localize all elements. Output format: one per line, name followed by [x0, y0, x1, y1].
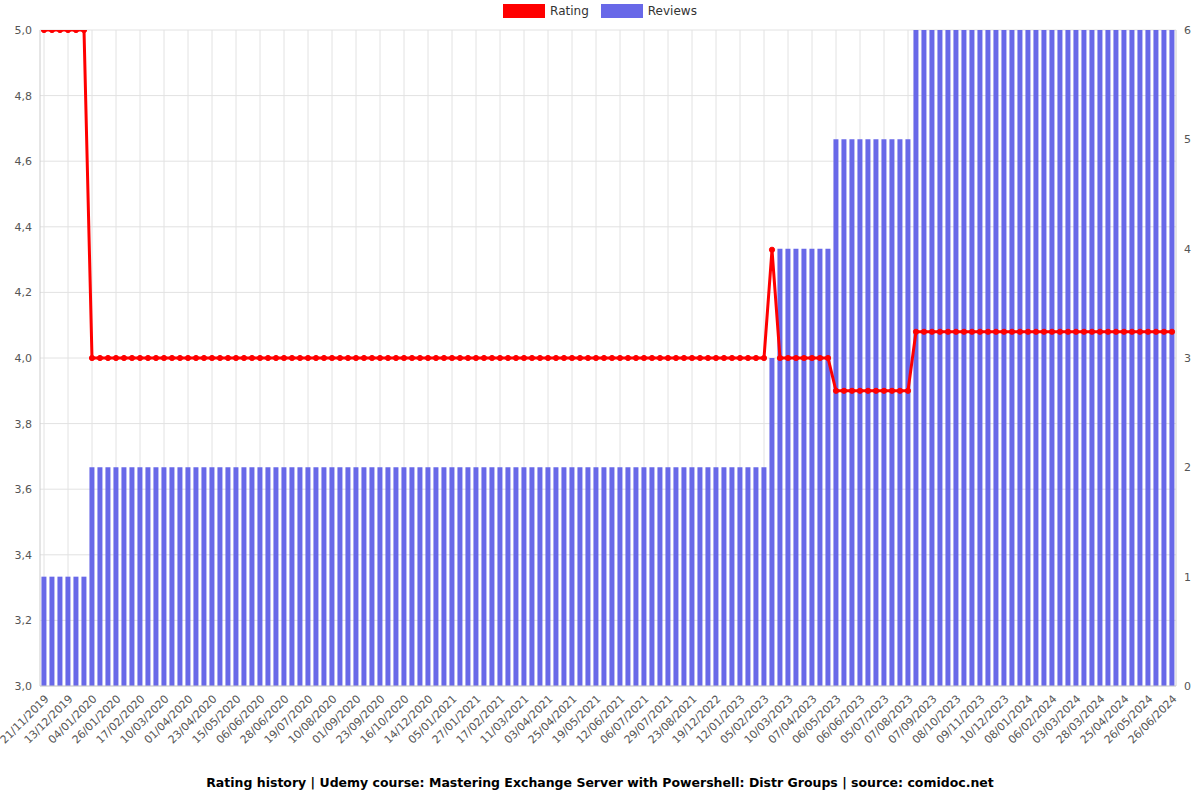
svg-text:11/03/2021: 11/03/2021 [477, 692, 532, 747]
svg-text:01/09/2020: 01/09/2020 [309, 692, 364, 747]
svg-text:26/05/2024: 26/05/2024 [1101, 692, 1156, 747]
svg-text:4,2: 4,2 [15, 286, 33, 299]
svg-text:23/08/2021: 23/08/2021 [645, 692, 700, 747]
svg-text:17/02/2021: 17/02/2021 [453, 692, 508, 747]
svg-text:25/04/2024: 25/04/2024 [1077, 692, 1132, 747]
svg-text:12/06/2021: 12/06/2021 [573, 692, 628, 747]
svg-text:10/03/2023: 10/03/2023 [741, 692, 796, 747]
svg-text:4,0: 4,0 [15, 352, 33, 365]
svg-text:3,6: 3,6 [15, 483, 33, 496]
svg-text:3,0: 3,0 [15, 680, 33, 693]
svg-text:08/10/2023: 08/10/2023 [909, 692, 964, 747]
svg-text:06/06/2020: 06/06/2020 [213, 692, 268, 747]
svg-text:25/04/2021: 25/04/2021 [525, 692, 580, 747]
svg-text:3: 3 [1184, 352, 1191, 365]
svg-text:3,8: 3,8 [15, 418, 33, 431]
svg-text:16/10/2020: 16/10/2020 [357, 692, 412, 747]
svg-text:14/12/2020: 14/12/2020 [381, 692, 436, 747]
svg-text:28/03/2024: 28/03/2024 [1053, 692, 1108, 747]
svg-text:1: 1 [1184, 571, 1191, 584]
svg-text:4: 4 [1184, 243, 1191, 256]
svg-text:05/07/2023: 05/07/2023 [837, 692, 892, 747]
svg-text:26/06/2024: 26/06/2024 [1126, 692, 1180, 746]
svg-text:15/05/2020: 15/05/2020 [189, 692, 244, 747]
svg-text:27/01/2021: 27/01/2021 [429, 692, 484, 747]
html-text:Reviews: Reviews [647, 4, 697, 18]
svg-text:05/01/2021: 05/01/2021 [405, 692, 460, 747]
svg-text:08/01/2024: 08/01/2024 [981, 692, 1036, 747]
svg-text:2: 2 [1184, 461, 1191, 474]
svg-text:05/02/2023: 05/02/2023 [717, 692, 772, 747]
svg-text:4,6: 4,6 [15, 155, 33, 168]
svg-text:26/01/2020: 26/01/2020 [69, 692, 124, 747]
svg-text:01/04/2020: 01/04/2020 [141, 692, 196, 747]
svg-text:28/06/2020: 28/06/2020 [237, 692, 292, 747]
svg-text:06/02/2024: 06/02/2024 [1005, 692, 1060, 747]
svg-text:12/01/2023: 12/01/2023 [693, 692, 748, 747]
svg-text:0: 0 [1184, 680, 1191, 693]
svg-text:07/08/2023: 07/08/2023 [861, 692, 916, 747]
svg-text:29/07/2021: 29/07/2021 [621, 692, 676, 747]
svg-text:3,2: 3,2 [15, 614, 33, 627]
svg-text:19/05/2021: 19/05/2021 [549, 692, 604, 747]
svg-text:10/08/2020: 10/08/2020 [285, 692, 340, 747]
svg-text:5: 5 [1184, 133, 1191, 146]
svg-text:03/04/2021: 03/04/2021 [501, 692, 556, 747]
svg-text:3,4: 3,4 [15, 549, 33, 562]
svg-text:06/07/2021: 06/07/2021 [597, 692, 652, 747]
svg-text:06/05/2023: 06/05/2023 [789, 692, 844, 747]
svg-text:4,8: 4,8 [15, 90, 33, 103]
svg-text:04/01/2020: 04/01/2020 [45, 692, 100, 747]
svg-text:07/09/2023: 07/09/2023 [885, 692, 940, 747]
svg-text:23/04/2020: 23/04/2020 [165, 692, 220, 747]
svg-text:07/04/2023: 07/04/2023 [765, 692, 820, 747]
svg-text:03/03/2024: 03/03/2024 [1029, 692, 1084, 747]
html-text:Rating: Rating [550, 4, 589, 18]
svg-text:6: 6 [1184, 24, 1191, 37]
svg-text:06/06/2023: 06/06/2023 [813, 692, 868, 747]
svg-text:10/03/2020: 10/03/2020 [117, 692, 172, 747]
svg-text:10/12/2023: 10/12/2023 [957, 692, 1012, 747]
html-text:Rating history | Udemy course:: Rating history | Udemy course: Mastering… [206, 775, 994, 790]
svg-text:4,4: 4,4 [15, 221, 33, 234]
svg-text:5,0: 5,0 [15, 24, 33, 37]
svg-text:23/09/2020: 23/09/2020 [333, 692, 388, 747]
svg-text:19/12/2022: 19/12/2022 [669, 692, 724, 747]
svg-text:19/07/2020: 19/07/2020 [261, 692, 316, 747]
svg-text:09/11/2023: 09/11/2023 [933, 692, 988, 747]
svg-text:13/12/2019: 13/12/2019 [21, 692, 76, 747]
svg-text:17/02/2020: 17/02/2020 [93, 692, 148, 747]
